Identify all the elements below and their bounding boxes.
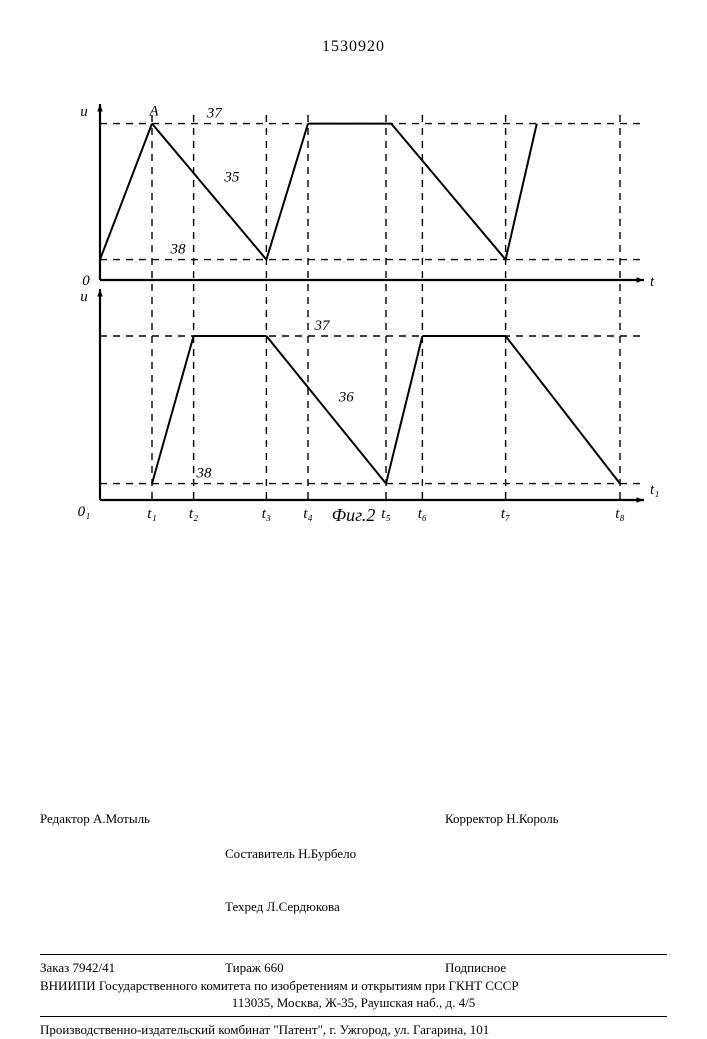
address-line: 113035, Москва, Ж-35, Раушская наб., д. … [40, 994, 667, 1012]
svg-text:38: 38 [170, 242, 187, 258]
figure-caption: Фиг.2 [0, 505, 707, 526]
footer-rule-1 [40, 954, 667, 955]
svg-text:t₁: t₁ [650, 482, 659, 498]
techred-label: Техред Л.Сердюкова [225, 898, 445, 916]
tirage-label: Тираж 660 [225, 959, 445, 977]
svg-text:38: 38 [196, 466, 213, 482]
svg-text:0: 0 [82, 273, 90, 289]
publisher-line: Производственно-издательский комбинат "П… [40, 1021, 667, 1039]
svg-text:35: 35 [223, 169, 240, 185]
svg-text:A: A [148, 104, 159, 120]
svg-text:и: и [80, 104, 88, 120]
subscription-label: Подписное [445, 959, 506, 977]
order-label: Заказ 7942/41 [40, 959, 225, 977]
vniipi-line: ВНИИПИ Государственного комитета по изоб… [40, 977, 667, 995]
figure-svg: t₁t₂t₃t₄t₅t₆t₇t₈и0t3738A35и0₁t₁373836 [60, 100, 650, 530]
figure-2: t₁t₂t₃t₄t₅t₆t₇t₈и0t3738A35и0₁t₁373836 [60, 100, 650, 530]
svg-text:37: 37 [206, 106, 224, 122]
footer-block: Редактор А.Мотыль Составитель Н.Бурбело … [40, 810, 667, 1039]
svg-text:37: 37 [314, 318, 332, 334]
editor-label: Редактор А.Мотыль [40, 810, 225, 950]
footer-order-row: Заказ 7942/41 Тираж 660 Подписное [40, 959, 667, 977]
footer-credits-row: Редактор А.Мотыль Составитель Н.Бурбело … [40, 810, 667, 950]
page: 1530920 t₁t₂t₃t₄t₅t₆t₇t₈и0t3738A35и0₁t₁3… [0, 0, 707, 1000]
svg-text:36: 36 [338, 390, 355, 406]
compiler-label: Составитель Н.Бурбело [225, 845, 445, 863]
svg-text:и: и [80, 289, 88, 305]
corrector-label: Корректор Н.Король [445, 810, 559, 950]
footer-rule-2 [40, 1016, 667, 1017]
doc-number: 1530920 [0, 38, 707, 56]
svg-text:t: t [650, 274, 655, 290]
